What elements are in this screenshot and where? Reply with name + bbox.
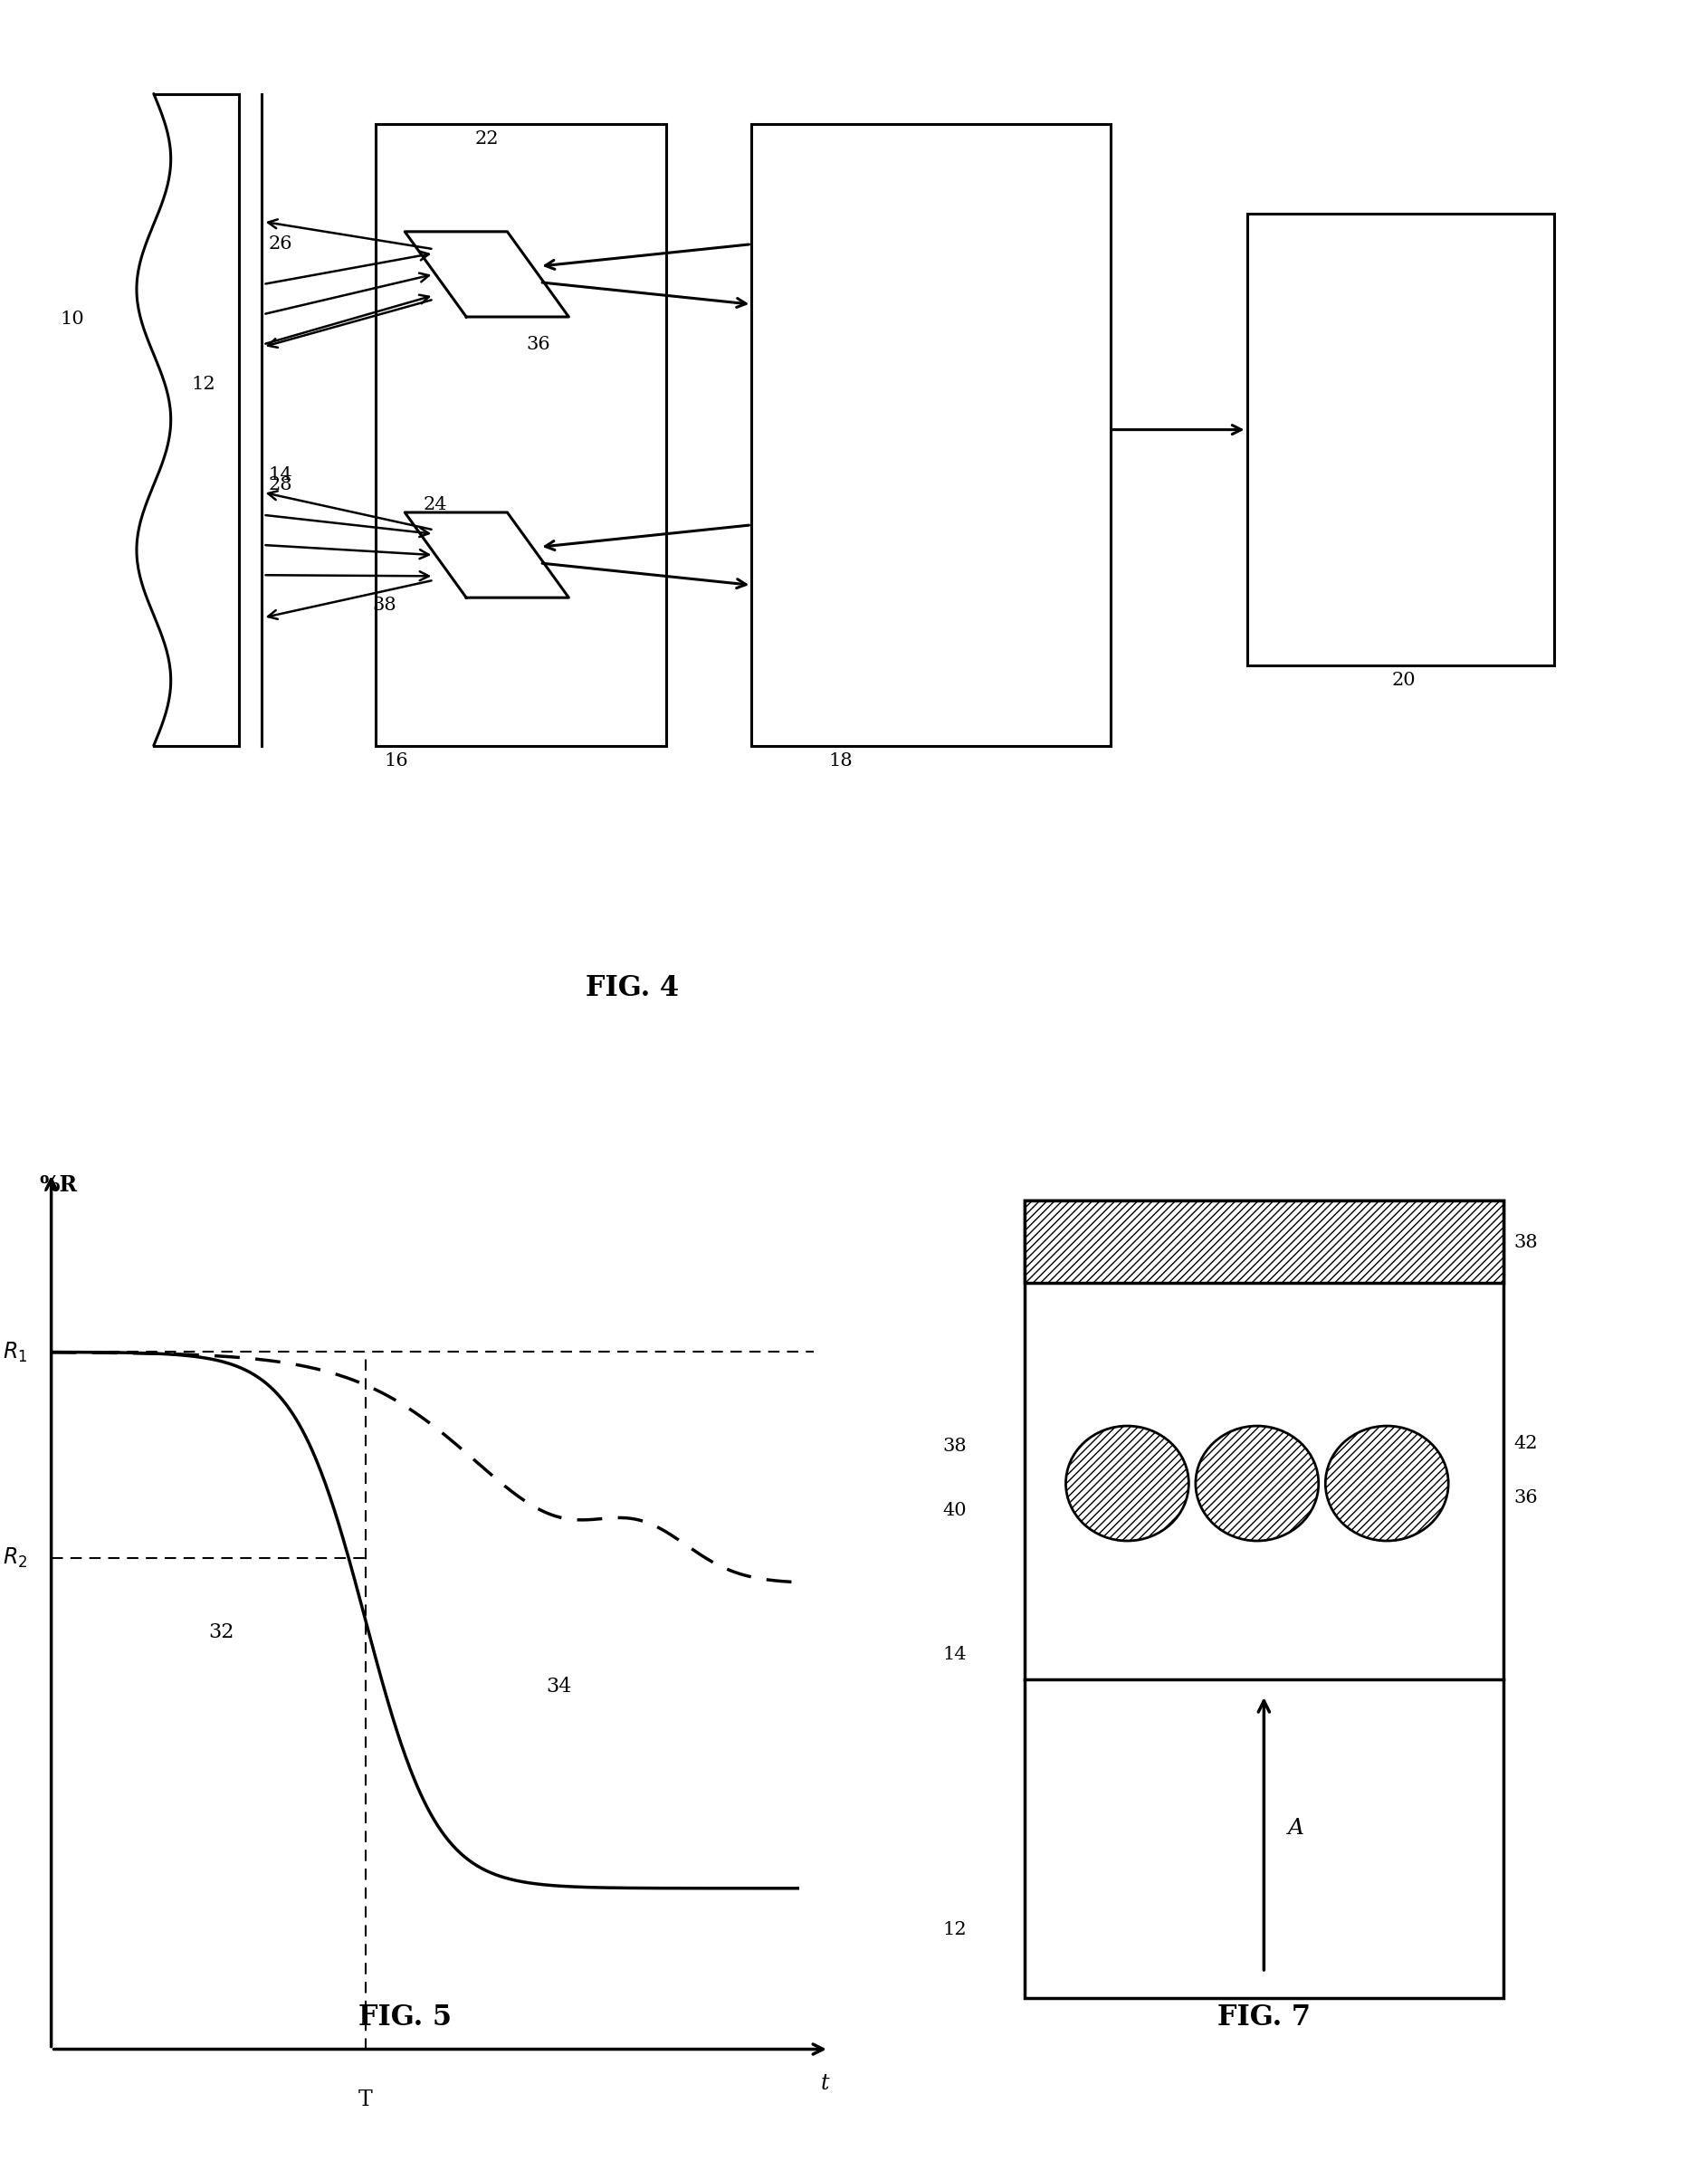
- Text: 32: 32: [208, 1622, 234, 1642]
- Circle shape: [1066, 1426, 1189, 1541]
- Text: 34: 34: [547, 1676, 572, 1696]
- Text: A: A: [1288, 1818, 1305, 1838]
- Text: 36: 36: [1513, 1489, 1537, 1506]
- Text: 42: 42: [1513, 1434, 1537, 1452]
- Text: 20: 20: [1392, 671, 1416, 689]
- Text: 14: 14: [268, 467, 292, 484]
- Text: FIG. 5: FIG. 5: [359, 2003, 451, 2032]
- Circle shape: [1196, 1426, 1319, 1541]
- Text: 24: 24: [424, 497, 447, 514]
- Text: 10: 10: [60, 312, 84, 327]
- Text: 16: 16: [384, 752, 408, 770]
- Bar: [1025, 1199, 1503, 1999]
- Text: 38: 38: [372, 597, 396, 615]
- Circle shape: [1325, 1426, 1448, 1541]
- Text: 26: 26: [268, 235, 292, 253]
- Text: 14: 14: [943, 1646, 967, 1663]
- Text: FIG. 4: FIG. 4: [586, 974, 678, 1003]
- Text: 18: 18: [828, 752, 852, 770]
- Text: 28: 28: [268, 475, 292, 493]
- Text: $R_1$: $R_1$: [3, 1341, 27, 1365]
- Text: $R_2$: $R_2$: [3, 1546, 27, 1570]
- Text: T: T: [359, 2088, 372, 2110]
- Text: %R: %R: [39, 1175, 77, 1195]
- Bar: [1247, 214, 1554, 665]
- Text: 12: 12: [943, 1921, 967, 1938]
- Text: FIG. 7: FIG. 7: [1218, 2003, 1310, 2032]
- Text: 36: 36: [526, 336, 550, 353]
- Bar: [752, 124, 1110, 746]
- Bar: [1025, 1199, 1503, 1284]
- Text: 22: 22: [475, 131, 499, 148]
- Text: 40: 40: [943, 1502, 967, 1519]
- Text: 38: 38: [943, 1439, 967, 1454]
- Bar: [376, 124, 666, 746]
- Text: t: t: [822, 2073, 830, 2095]
- Text: 38: 38: [1513, 1234, 1537, 1251]
- Text: 12: 12: [191, 375, 215, 392]
